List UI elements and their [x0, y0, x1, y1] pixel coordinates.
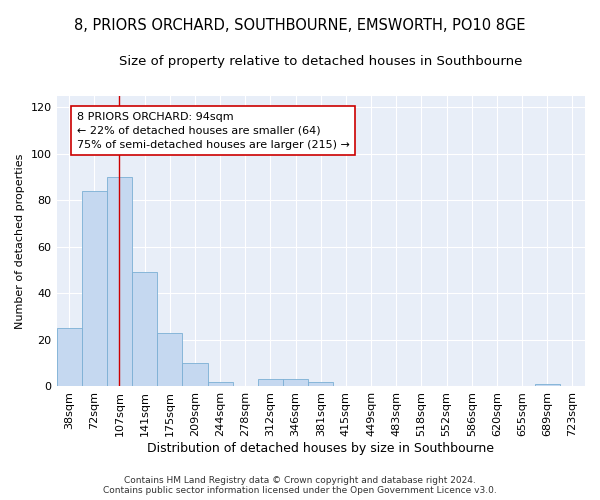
- Bar: [107, 177, 132, 386]
- Bar: [308, 382, 334, 386]
- Bar: [283, 380, 308, 386]
- Bar: [258, 380, 283, 386]
- Text: 8, PRIORS ORCHARD, SOUTHBOURNE, EMSWORTH, PO10 8GE: 8, PRIORS ORCHARD, SOUTHBOURNE, EMSWORTH…: [74, 18, 526, 32]
- Bar: [157, 333, 182, 386]
- Bar: [208, 382, 233, 386]
- X-axis label: Distribution of detached houses by size in Southbourne: Distribution of detached houses by size …: [147, 442, 494, 455]
- Text: Contains HM Land Registry data © Crown copyright and database right 2024.
Contai: Contains HM Land Registry data © Crown c…: [103, 476, 497, 495]
- Bar: [132, 272, 157, 386]
- Title: Size of property relative to detached houses in Southbourne: Size of property relative to detached ho…: [119, 55, 523, 68]
- Bar: [82, 191, 107, 386]
- Bar: [535, 384, 560, 386]
- Bar: [182, 363, 208, 386]
- Bar: [56, 328, 82, 386]
- Y-axis label: Number of detached properties: Number of detached properties: [15, 154, 25, 328]
- Text: 8 PRIORS ORCHARD: 94sqm
← 22% of detached houses are smaller (64)
75% of semi-de: 8 PRIORS ORCHARD: 94sqm ← 22% of detache…: [77, 112, 350, 150]
